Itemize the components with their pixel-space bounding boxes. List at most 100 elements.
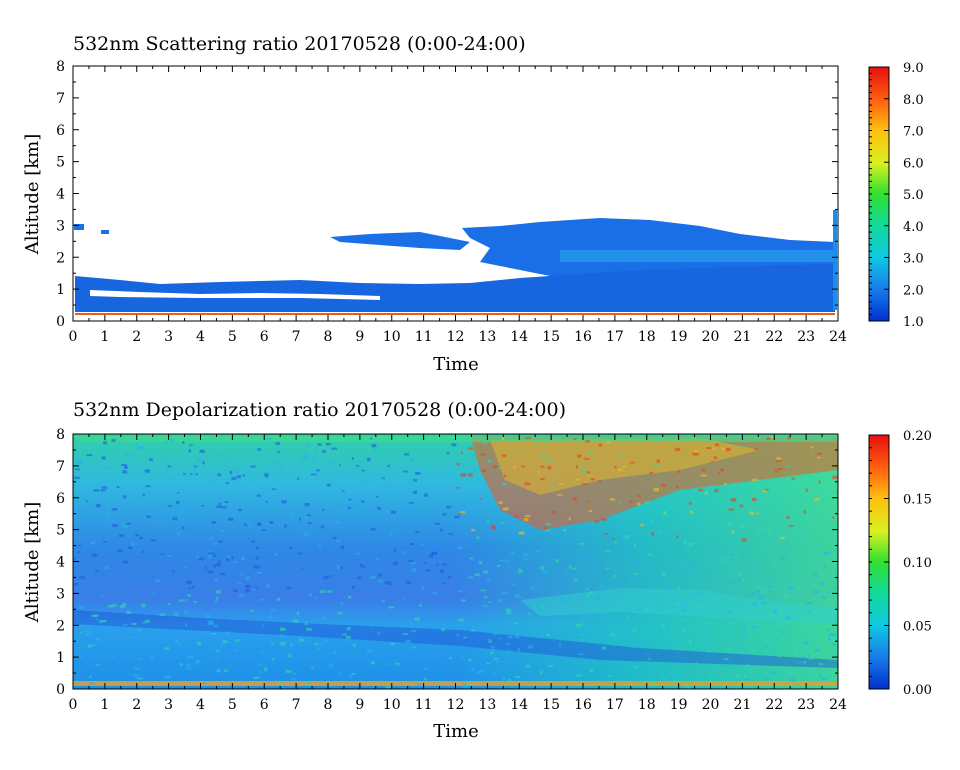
speckle: [828, 637, 831, 641]
x-tick-label: 13: [478, 697, 496, 713]
speckle: [290, 642, 293, 647]
speckle: [678, 587, 681, 590]
speckle: [123, 465, 128, 470]
x-tick-label: 23: [797, 697, 815, 713]
speckle: [480, 589, 486, 592]
speckle: [480, 453, 486, 456]
speckle: [814, 649, 820, 652]
speckle: [377, 579, 384, 583]
speckle: [585, 598, 589, 601]
speckle: [95, 503, 101, 508]
speckle: [467, 473, 473, 477]
speckle: [749, 592, 755, 596]
speckle: [793, 684, 798, 688]
speckle: [651, 532, 655, 536]
speckle: [635, 569, 639, 573]
speckle: [657, 531, 662, 533]
speckle: [338, 464, 341, 467]
speckle: [155, 579, 160, 582]
speckle: [320, 643, 326, 645]
speckle: [364, 479, 369, 483]
speckle: [425, 569, 431, 572]
speckle: [722, 588, 728, 590]
speckle: [486, 577, 491, 581]
speckle: [382, 477, 386, 480]
speckle: [324, 639, 328, 642]
speckle: [513, 466, 516, 469]
speckle: [268, 615, 273, 618]
speckle: [491, 648, 495, 653]
speckle: [516, 596, 522, 599]
speckle: [403, 470, 408, 473]
speckle: [504, 474, 507, 478]
speckle: [436, 563, 439, 566]
speckle: [386, 663, 391, 666]
speckle: [95, 618, 98, 621]
speckle: [184, 610, 189, 615]
speckle: [360, 500, 365, 503]
speckle: [767, 585, 773, 588]
speckle: [582, 483, 588, 486]
speckle: [101, 486, 108, 489]
speckle: [181, 526, 185, 530]
speckle: [781, 557, 786, 561]
speckle: [93, 489, 100, 492]
speckle: [316, 647, 321, 651]
speckle: [456, 462, 460, 466]
speckle: [164, 647, 170, 650]
speckle: [292, 619, 299, 623]
speckle: [250, 465, 256, 468]
speckle: [535, 444, 538, 448]
speckle: [353, 643, 356, 647]
speckle: [305, 443, 310, 446]
speckle: [246, 584, 251, 588]
speckle: [317, 443, 322, 446]
speckle: [514, 515, 519, 518]
speckle: [333, 651, 337, 654]
speckle: [100, 489, 106, 492]
speckle: [340, 566, 344, 570]
speckle: [813, 498, 820, 501]
x-tick-label: 12: [447, 329, 465, 345]
speckle: [493, 672, 496, 675]
speckle: [613, 574, 617, 578]
speckle: [808, 654, 811, 658]
speckle: [403, 506, 407, 510]
speckle: [415, 472, 421, 475]
speckle: [686, 685, 690, 689]
speckle: [179, 663, 183, 666]
speckle: [457, 547, 463, 549]
speckle: [106, 511, 110, 515]
edge-column: [833, 210, 837, 310]
speckle: [418, 604, 422, 607]
speckle: [188, 587, 191, 590]
speckle: [806, 601, 812, 605]
speckle: [714, 443, 720, 447]
x-tick-label: 11: [415, 329, 433, 345]
speckle: [793, 649, 800, 653]
speckle: [728, 508, 735, 511]
speckle: [411, 568, 417, 572]
speckle: [547, 465, 552, 470]
speckle: [698, 488, 704, 492]
y-tick-label: 4: [56, 555, 65, 571]
speckle: [834, 516, 838, 519]
speckle: [199, 449, 205, 453]
speckle: [163, 441, 169, 444]
speckle: [730, 554, 736, 557]
speckle: [360, 565, 366, 568]
speckle: [517, 648, 520, 652]
speckle: [667, 587, 671, 591]
speckle: [776, 456, 781, 460]
speckle: [329, 575, 333, 578]
speckle: [603, 532, 609, 535]
speckle: [95, 664, 100, 666]
speckle: [725, 447, 731, 452]
speckle: [231, 556, 234, 560]
speckle: [215, 563, 221, 567]
colorbar-tick-label: 9.0: [903, 61, 924, 76]
speckle: [275, 450, 279, 454]
speckle: [568, 517, 571, 521]
speckle: [108, 520, 114, 523]
speckle: [449, 657, 452, 660]
